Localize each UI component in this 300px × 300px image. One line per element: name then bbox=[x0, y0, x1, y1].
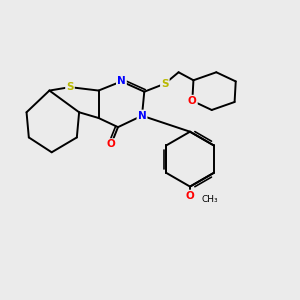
Text: N: N bbox=[138, 111, 146, 121]
Text: O: O bbox=[188, 96, 197, 106]
Text: S: S bbox=[161, 79, 169, 89]
Text: O: O bbox=[107, 139, 116, 149]
Text: S: S bbox=[66, 82, 74, 92]
Text: O: O bbox=[186, 191, 194, 201]
Text: CH₃: CH₃ bbox=[201, 195, 218, 204]
Text: N: N bbox=[117, 76, 126, 86]
